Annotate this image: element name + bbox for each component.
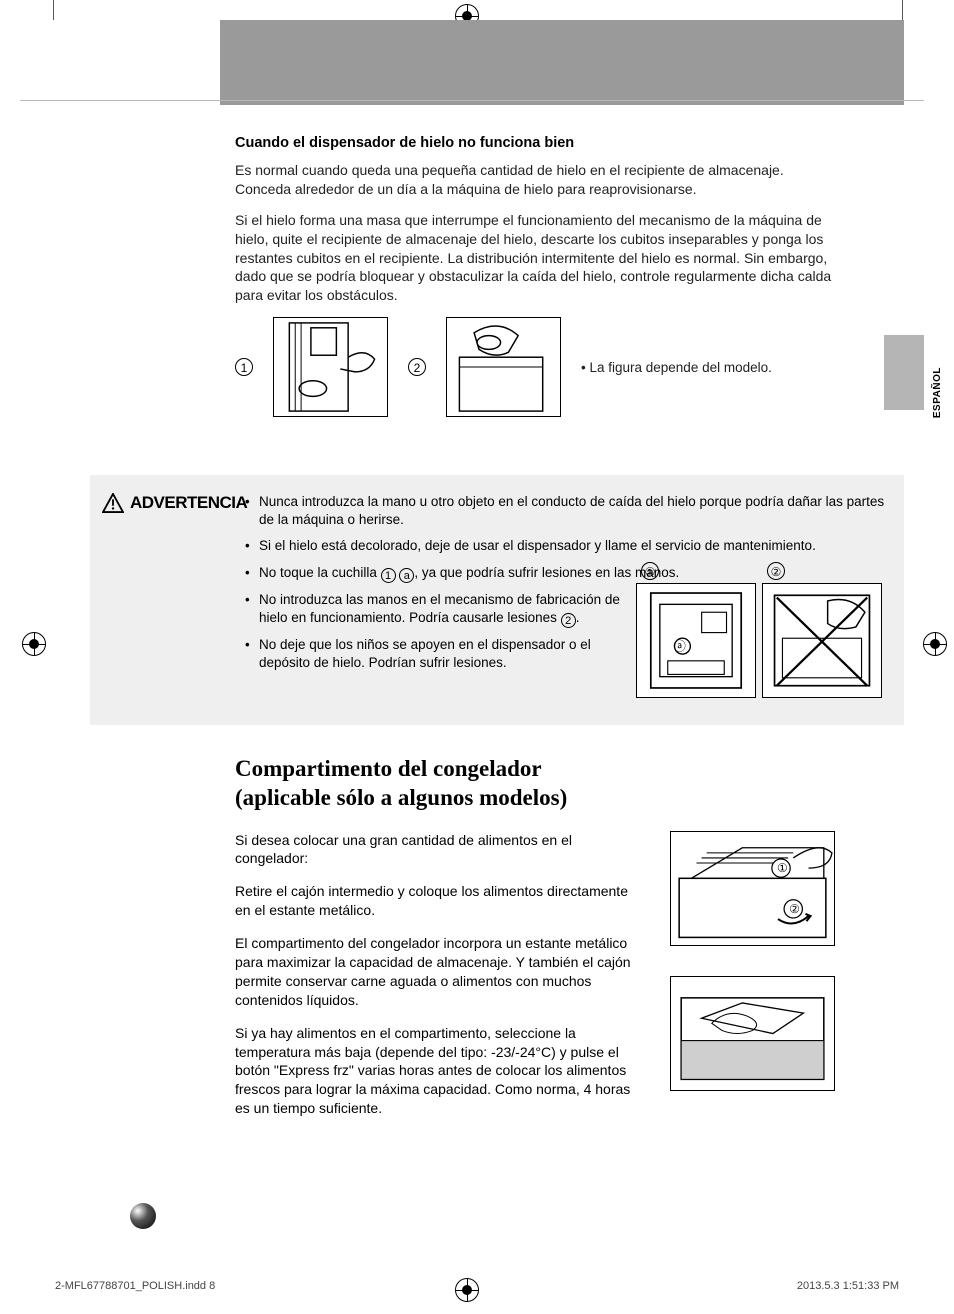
section-figures: ① ② (670, 831, 835, 1133)
figure-caption: • La figura depende del modelo. (581, 360, 772, 375)
registration-mark (923, 632, 947, 656)
paragraph: Retire el cajón intermedio y coloque los… (235, 882, 645, 920)
crop-mark (53, 0, 54, 20)
paragraph: El compartimento del congelador incorpor… (235, 934, 645, 1010)
top-section: Cuando el dispensador de hielo no funcio… (235, 135, 835, 437)
warning-item: No deje que los niños se apoyen en el di… (245, 636, 886, 672)
warning-item: Si el hielo está decolorado, deje de usa… (245, 537, 886, 555)
registration-mark (22, 632, 46, 656)
figure-illustration (273, 317, 388, 417)
color-registration-ball (130, 1203, 156, 1229)
figure-row: 1 2 • La figura depende del modelo. (235, 317, 835, 417)
figure-number: 1 (235, 358, 253, 376)
warning-list: Nunca introduzca la mano u otro objeto e… (245, 493, 886, 672)
paragraph: Si el hielo forma una masa que interrump… (235, 211, 835, 305)
language-tab (884, 335, 924, 410)
warning-text: ADVERTENCIA (130, 493, 247, 513)
warning-label: ADVERTENCIA (102, 493, 247, 513)
figure-number: ② (767, 562, 785, 580)
warning-block: ADVERTENCIA Nunca introduzca la mano u o… (90, 475, 904, 725)
warning-item: No toque la cuchilla 1 a, ya que podría … (245, 564, 886, 583)
crop-mark (902, 0, 903, 20)
figure-number: ① (641, 562, 659, 580)
title-line: (aplicable sólo a algunos modelos) (235, 785, 567, 810)
language-tab-label: ESPAÑOL (932, 367, 943, 418)
figure-number: 2 (408, 358, 426, 376)
paragraph: Si ya hay alimentos en el compartimento,… (235, 1024, 645, 1118)
freezer-section: Compartimento del congelador (aplicable … (235, 755, 835, 1132)
section-title: Compartimento del congelador (aplicable … (235, 755, 835, 813)
section-text: Si desea colocar una gran cantidad de al… (235, 831, 645, 1133)
svg-text:②: ② (789, 901, 800, 915)
figure-illustration: ① ② (670, 831, 835, 946)
warning-triangle-icon (102, 493, 124, 513)
paragraph: Si desea colocar una gran cantidad de al… (235, 831, 645, 869)
footer-timestamp: 2013.5.3 1:51:33 PM (797, 1280, 899, 1292)
divider-line (20, 100, 924, 101)
paragraph: Es normal cuando queda una pequeña canti… (235, 161, 835, 199)
warning-item: Nunca introduzca la mano u otro objeto e… (245, 493, 886, 529)
warning-item: No introduzca las manos en el mecanismo … (245, 591, 886, 628)
footer: 2-MFL67788701_POLISH.indd 8 2013.5.3 1:5… (55, 1280, 899, 1292)
header-bar (220, 20, 904, 105)
figure-illustration (446, 317, 561, 417)
title-line: Compartimento del congelador (235, 756, 542, 781)
section-heading: Cuando el dispensador de hielo no funcio… (235, 135, 835, 151)
svg-text:①: ① (777, 861, 788, 875)
figure-illustration (670, 976, 835, 1091)
footer-filename: 2-MFL67788701_POLISH.indd 8 (55, 1280, 215, 1292)
